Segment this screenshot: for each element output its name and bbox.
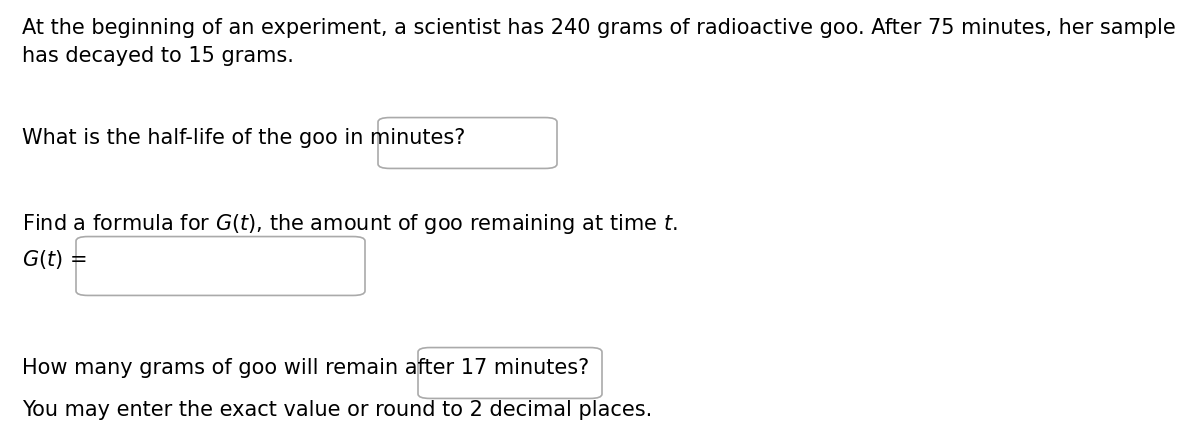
Text: At the beginning of an experiment, a scientist has 240 grams of radioactive goo.: At the beginning of an experiment, a sci…	[22, 18, 1175, 38]
FancyBboxPatch shape	[378, 118, 557, 168]
Text: $G(t)$ =: $G(t)$ =	[22, 248, 86, 271]
Text: How many grams of goo will remain after 17 minutes?: How many grams of goo will remain after …	[22, 358, 589, 378]
Text: has decayed to 15 grams.: has decayed to 15 grams.	[22, 46, 294, 66]
Text: You may enter the exact value or round to 2 decimal places.: You may enter the exact value or round t…	[22, 400, 652, 420]
Text: What is the half-life of the goo in minutes?: What is the half-life of the goo in minu…	[22, 128, 464, 148]
FancyBboxPatch shape	[418, 348, 602, 398]
Text: Find a formula for $G(t)$, the amount of goo remaining at time $t$.: Find a formula for $G(t)$, the amount of…	[22, 212, 678, 236]
FancyBboxPatch shape	[76, 237, 365, 295]
